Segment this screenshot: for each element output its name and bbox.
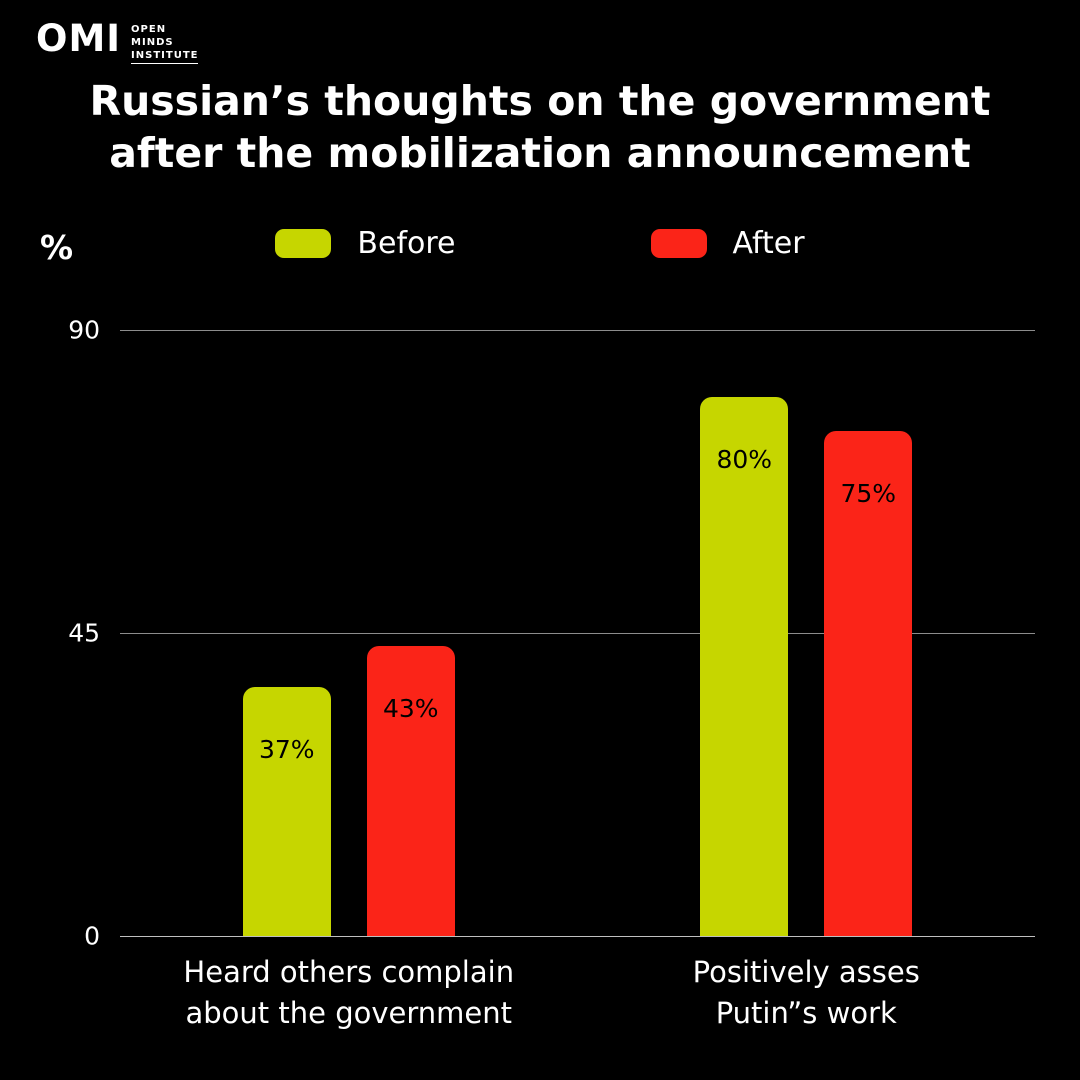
legend-label-before: Before bbox=[357, 226, 456, 261]
bar-value-label: 75% bbox=[840, 479, 897, 508]
bar-before-group1: 37% bbox=[242, 686, 331, 936]
y-tick-label-45: 45 bbox=[68, 618, 100, 648]
category-label-line: Positively asses bbox=[692, 955, 920, 989]
bar-value-label: 80% bbox=[716, 445, 773, 475]
logo-text: OPEN MINDS INSTITUTE bbox=[131, 20, 199, 64]
legend-swatch-after bbox=[650, 229, 707, 258]
gridline-0 bbox=[120, 936, 1035, 937]
logo-text-minds: MINDS bbox=[131, 37, 174, 48]
bar-group-1: 37% 43% bbox=[120, 330, 578, 936]
legend-item-after: After bbox=[650, 226, 805, 261]
logo-text-institute: INSTITUTE bbox=[131, 49, 199, 64]
bar-after-group1: 43% bbox=[366, 646, 455, 936]
bar-after-group2: 75% bbox=[824, 431, 913, 936]
chart-title: Russian’s thoughts on the government aft… bbox=[0, 76, 1080, 179]
logo-text-open: OPEN bbox=[131, 24, 167, 35]
category-label-2: Positively asses Putin”s work bbox=[578, 952, 1036, 1033]
category-label-1: Heard others complain about the governmen… bbox=[120, 952, 578, 1033]
plot-area: 0 45 90 37% 43% 80% 75% bbox=[68, 316, 1035, 951]
bar-value-label: 37% bbox=[258, 734, 315, 764]
legend-item-before: Before bbox=[275, 226, 456, 261]
legend-swatch-before bbox=[275, 229, 332, 258]
omi-logo-mark: OMI bbox=[36, 17, 122, 60]
gridline-45 bbox=[120, 633, 1035, 634]
bar-group-2: 80% 75% bbox=[578, 330, 1036, 936]
category-label-line: Heard others complain bbox=[183, 955, 515, 989]
category-label-line: Putin”s work bbox=[715, 995, 897, 1030]
y-tick-label-0: 0 bbox=[84, 921, 100, 951]
legend: Before After bbox=[0, 226, 1080, 261]
chart-title-line2: after the mobilization announcement bbox=[109, 128, 971, 177]
logo: OMI OPEN MINDS INSTITUTE bbox=[36, 17, 199, 64]
legend-label-after: After bbox=[732, 226, 805, 261]
y-axis-unit-label: % bbox=[40, 228, 74, 267]
y-tick-label-90: 90 bbox=[68, 315, 100, 345]
gridline-90 bbox=[120, 330, 1035, 331]
bar-groups: 37% 43% 80% 75% bbox=[120, 330, 1035, 936]
bar-before-group2: 80% bbox=[700, 397, 789, 936]
category-label-line: about the government bbox=[185, 995, 513, 1030]
bar-value-label: 43% bbox=[382, 694, 439, 724]
chart-title-line1: Russian’s thoughts on the government bbox=[89, 77, 991, 125]
category-labels: Heard others complain about the governmen… bbox=[120, 952, 1035, 1033]
